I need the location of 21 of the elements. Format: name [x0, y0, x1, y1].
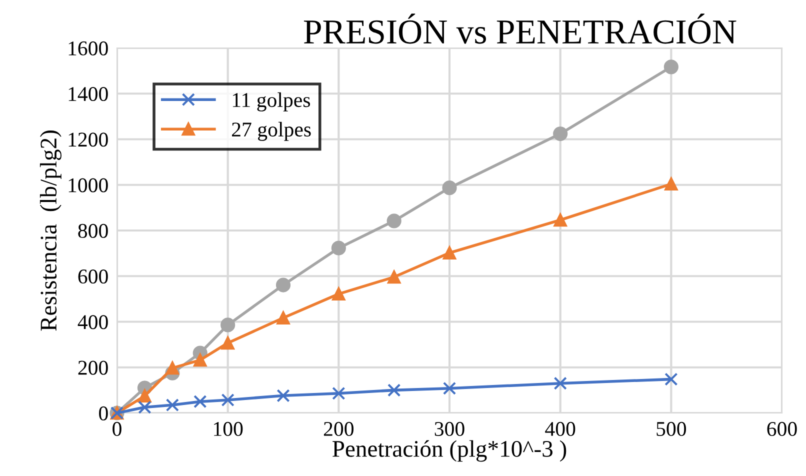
legend-label: 11 golpes: [232, 92, 310, 112]
y-tick-label: 1400: [68, 87, 108, 102]
x-tick-label: 400: [545, 422, 576, 436]
chart-title: PRESIÓN vs PENETRACIÓN: [304, 14, 736, 44]
x-tick-label: 200: [324, 422, 354, 436]
y-tick-label: 800: [78, 224, 108, 238]
legend-label: 27 golpes: [232, 122, 311, 141]
y-axis-title: Resistencia (lb/plg2): [40, 130, 62, 331]
x-axis-title: Penetración (plg*10^-3 ): [332, 440, 566, 462]
x-tick-label: 300: [434, 422, 464, 436]
x-tick-label: 0: [112, 422, 122, 436]
x-tick-label: 500: [656, 422, 686, 436]
y-tick-label: 400: [78, 315, 108, 330]
y-tick-label: 1200: [68, 132, 108, 147]
y-tick-label: 0: [99, 406, 108, 420]
y-tick-label: 1600: [68, 41, 108, 56]
x-tick-label: 600: [767, 422, 797, 436]
y-tick-label: 600: [78, 270, 108, 284]
x-tick-label: 100: [214, 422, 243, 436]
y-tick-label: 200: [78, 360, 108, 375]
y-tick-label: 1000: [68, 178, 108, 192]
